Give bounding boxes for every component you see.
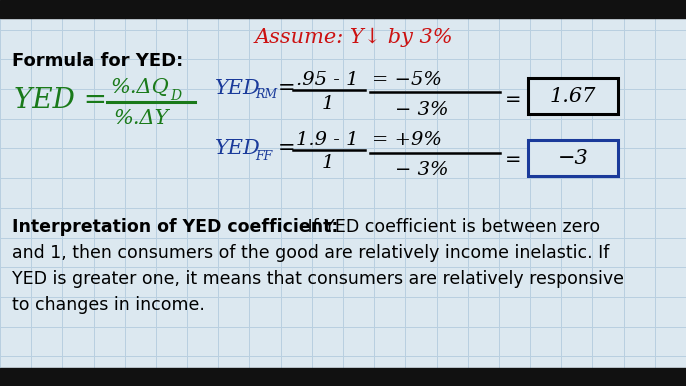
Text: 1.67: 1.67 [549,88,596,107]
Text: −3: −3 [558,149,589,168]
Bar [0,0,686,18]
Text: RM: RM [255,88,277,102]
Text: = +9%: = +9% [372,131,442,149]
Text: to changes in income.: to changes in income. [12,296,205,314]
Text: − 3%: − 3% [395,161,449,179]
Text: .95 - 1: .95 - 1 [296,71,359,89]
Text: Assume: Y↓ by 3%: Assume: Y↓ by 3% [255,28,453,47]
Text: Interpretation of YED coefficient:: Interpretation of YED coefficient: [12,218,338,236]
Text: YED is greater one, it means that consumers are relatively responsive: YED is greater one, it means that consum… [12,270,624,288]
Text: If YED coefficient is between zero: If YED coefficient is between zero [302,218,600,236]
Bar [528,140,618,176]
Text: YED: YED [215,78,261,98]
Text: D: D [170,89,181,103]
Text: =: = [278,78,296,98]
Text: =: = [278,138,296,158]
Text: 1: 1 [322,95,334,113]
Text: %.ΔY: %.ΔY [113,108,168,127]
Text: YED =: YED = [14,86,107,113]
Text: %.ΔQ: %.ΔQ [110,78,169,98]
Text: =: = [505,151,521,169]
Text: and 1, then consumers of the good are relatively income inelastic. If: and 1, then consumers of the good are re… [12,244,609,262]
Text: 1: 1 [322,154,334,172]
Text: FF: FF [255,149,272,163]
Text: YED: YED [215,139,261,157]
Text: = −5%: = −5% [372,71,442,89]
Text: − 3%: − 3% [395,101,449,119]
Bar [0,368,686,386]
Text: Formula for YED:: Formula for YED: [12,52,183,70]
Text: =: = [505,90,521,110]
Bar [528,78,618,114]
Text: 1.9 - 1: 1.9 - 1 [296,131,359,149]
